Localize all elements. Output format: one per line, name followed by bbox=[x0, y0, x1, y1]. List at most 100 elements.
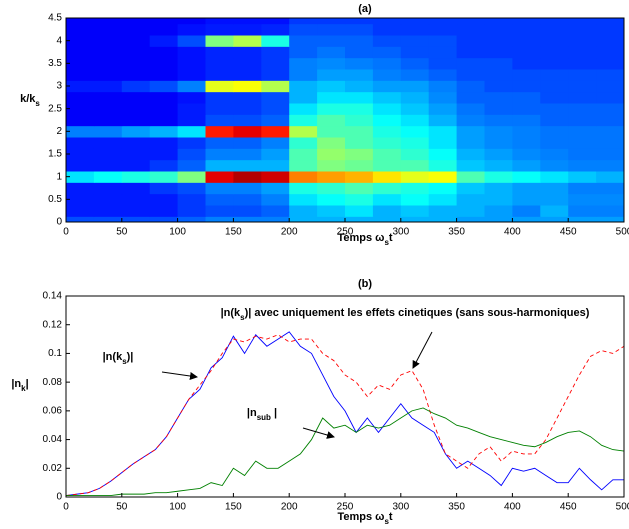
heatmap-cell bbox=[428, 137, 458, 149]
heatmap-cell bbox=[205, 137, 234, 149]
heatmap-cell bbox=[289, 57, 318, 70]
heatmap-cell bbox=[93, 18, 123, 25]
heatmap-cell bbox=[484, 114, 513, 127]
heatmap-cell bbox=[596, 23, 624, 36]
x-tick-label: 100 bbox=[169, 502, 186, 513]
heatmap-cell bbox=[261, 114, 290, 127]
x-tick-label: 50 bbox=[116, 502, 128, 513]
series-line bbox=[65, 334, 625, 497]
heatmap-cell bbox=[400, 91, 430, 104]
heatmap-cell bbox=[261, 205, 290, 217]
heatmap-cell bbox=[289, 159, 318, 172]
heatmap-cell bbox=[596, 57, 624, 70]
heatmap-cell bbox=[233, 46, 262, 59]
heatmap-cell bbox=[400, 103, 430, 115]
heatmap-cell bbox=[261, 18, 290, 25]
heatmap-cell bbox=[317, 23, 346, 36]
heatmap-cell bbox=[261, 125, 290, 138]
y-tick-label: 0.1 bbox=[48, 348, 62, 359]
heatmap-cell bbox=[289, 103, 318, 115]
heatmap-cell bbox=[177, 193, 206, 206]
heatmap-cell bbox=[93, 193, 123, 206]
heatmap-cell bbox=[540, 18, 569, 25]
heatmap-cell bbox=[66, 91, 95, 104]
heatmap-cell bbox=[345, 23, 374, 36]
heatmap-cell bbox=[317, 205, 346, 217]
heatmap-cell bbox=[289, 69, 318, 81]
heatmap-cell bbox=[345, 205, 374, 217]
heatmap-cell bbox=[177, 125, 206, 138]
heatmap-cell bbox=[177, 57, 206, 70]
heatmap-cell bbox=[484, 35, 513, 47]
heatmap-cell bbox=[596, 216, 624, 222]
heatmap-cell bbox=[205, 159, 234, 172]
heatmap-cell bbox=[66, 23, 95, 36]
x-axis-label-part: t bbox=[389, 511, 393, 523]
heatmap-cell bbox=[568, 193, 597, 206]
heatmap-cell bbox=[233, 216, 262, 222]
heatmap-cell bbox=[400, 171, 430, 183]
heatmap-cell bbox=[149, 159, 179, 172]
heatmap-cell bbox=[93, 216, 123, 222]
heatmap-cell bbox=[400, 182, 430, 195]
heatmap-cell bbox=[456, 103, 485, 115]
heatmap-cell bbox=[484, 205, 513, 217]
heatmap-cell bbox=[400, 159, 430, 172]
heatmap-cell bbox=[205, 114, 234, 127]
arrow bbox=[161, 371, 198, 380]
heatmap-cell bbox=[289, 23, 318, 36]
heatmap-cell bbox=[372, 171, 402, 183]
heatmap-cell bbox=[345, 171, 374, 183]
heatmap-cell bbox=[596, 46, 624, 59]
heatmap-cell bbox=[149, 91, 179, 104]
heatmap-cell bbox=[149, 46, 179, 59]
heatmap-cell bbox=[484, 182, 513, 195]
arrow bbox=[412, 331, 433, 369]
heatmap-cell bbox=[456, 69, 485, 81]
heatmap-cell bbox=[233, 69, 262, 81]
heatmap-cell bbox=[205, 57, 234, 70]
heatmap-cell bbox=[233, 57, 262, 70]
x-axis-label-part: Temps ω bbox=[337, 232, 384, 244]
heatmap-cell bbox=[121, 193, 151, 206]
heatmap-cell bbox=[345, 46, 374, 59]
heatmap-cell bbox=[66, 103, 95, 115]
heatmap-cell bbox=[428, 193, 458, 206]
heatmap-cell bbox=[317, 171, 346, 183]
heatmap-cell bbox=[540, 125, 569, 138]
heatmap-cell bbox=[149, 216, 179, 222]
y-axis-label-part: |n bbox=[11, 378, 21, 390]
heatmap-cell bbox=[317, 148, 346, 161]
plot-frame bbox=[65, 295, 625, 498]
heatmap-cell bbox=[428, 35, 458, 47]
heatmap-cell bbox=[205, 205, 234, 217]
heatmap-cell bbox=[121, 125, 151, 138]
heatmap-cell bbox=[540, 114, 569, 127]
heatmap-cell bbox=[177, 114, 206, 127]
heatmap-cell bbox=[540, 159, 569, 172]
heatmap-cell bbox=[456, 205, 485, 217]
x-tick-label: 500 bbox=[616, 227, 629, 238]
y-tick-label: 2.5 bbox=[48, 103, 62, 114]
heatmap-cell bbox=[66, 18, 95, 25]
heatmap-cell bbox=[233, 35, 262, 47]
heatmap-cell bbox=[317, 137, 346, 149]
heatmap-cell bbox=[372, 125, 402, 138]
heatmap-cell bbox=[484, 103, 513, 115]
heatmap-cell bbox=[66, 182, 95, 195]
heatmap-cell bbox=[261, 171, 290, 183]
heatmap-cell bbox=[512, 23, 541, 36]
heatmap-cell bbox=[149, 205, 179, 217]
x-tick-label: 350 bbox=[448, 227, 465, 238]
heatmap-cell bbox=[261, 69, 290, 81]
x-tick-label: 150 bbox=[225, 227, 242, 238]
annotation-part: )| avec uniquement les effets cinetiques… bbox=[245, 307, 590, 319]
heatmap-cell bbox=[66, 125, 95, 138]
annotation-part: |n(k bbox=[221, 307, 241, 319]
heatmap-cell bbox=[233, 205, 262, 217]
heatmap-cell bbox=[149, 148, 179, 161]
heatmap-cell bbox=[289, 114, 318, 127]
heatmap-cell bbox=[233, 114, 262, 127]
heatmap-cell bbox=[66, 193, 95, 206]
heatmap-cell bbox=[428, 46, 458, 59]
